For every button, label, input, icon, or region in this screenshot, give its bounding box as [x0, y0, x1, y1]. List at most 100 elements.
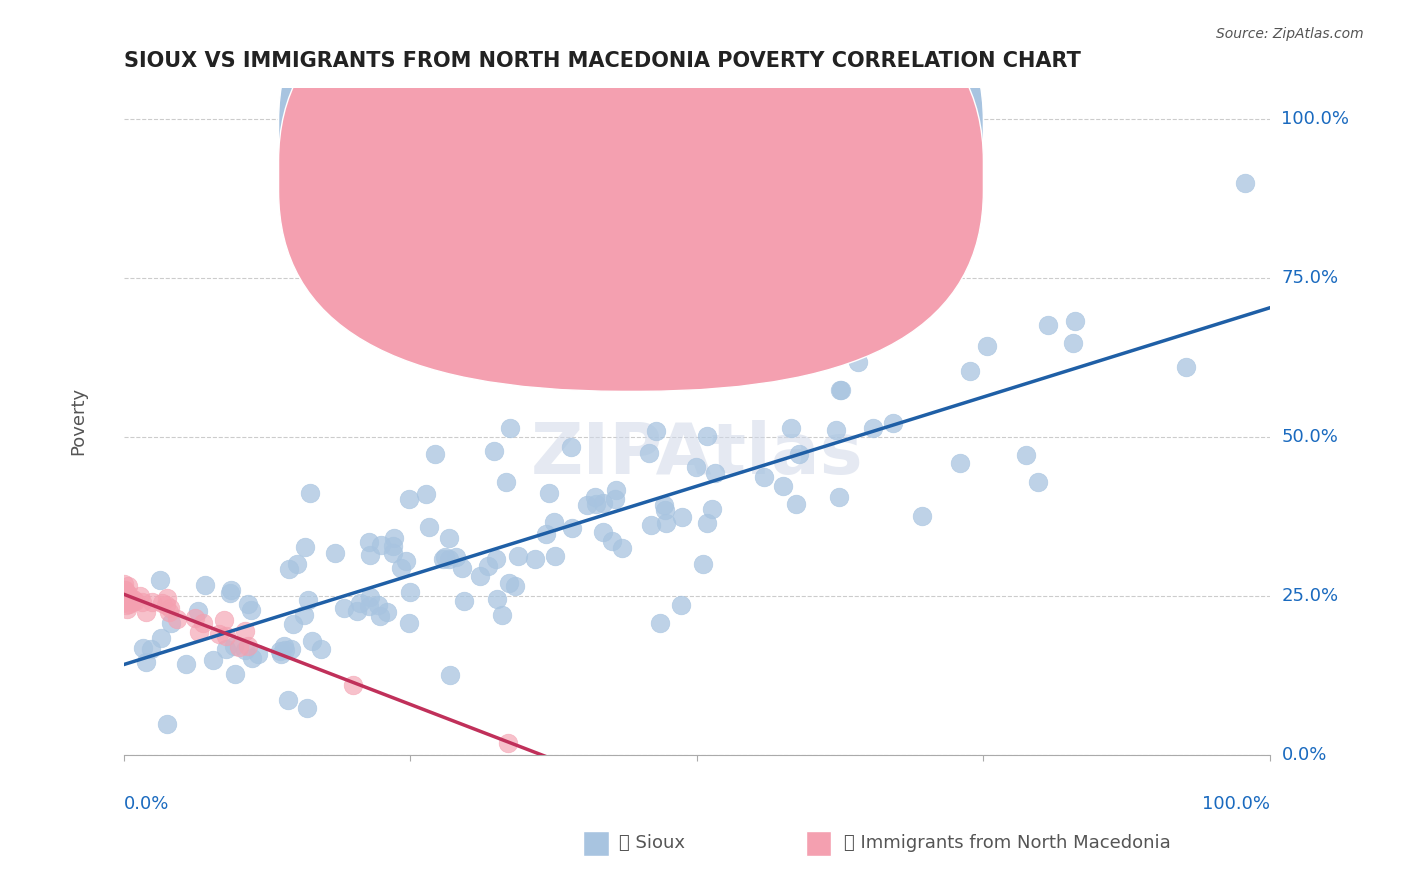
- Point: [444, 550, 467, 565]
- Point: [418, 520, 440, 534]
- Point: [150, 596, 173, 610]
- Point: [201, 653, 224, 667]
- Point: [121, 594, 143, 608]
- Point: [477, 559, 499, 574]
- Point: [174, 657, 197, 671]
- Point: [437, 531, 460, 545]
- Point: [583, 490, 606, 504]
- Point: [669, 599, 692, 613]
- Point: [830, 383, 852, 397]
- FancyBboxPatch shape: [278, 0, 983, 358]
- Point: [382, 545, 405, 559]
- Point: [114, 583, 136, 598]
- Point: [398, 584, 420, 599]
- Point: [233, 624, 256, 639]
- Point: [439, 668, 461, 682]
- Point: [780, 420, 803, 434]
- Point: [785, 497, 807, 511]
- Point: [395, 554, 418, 568]
- Point: [219, 586, 242, 600]
- Text: 25.0%: 25.0%: [1281, 587, 1339, 606]
- Point: [398, 615, 420, 630]
- Point: [605, 492, 627, 507]
- Point: [640, 518, 662, 533]
- Point: [696, 429, 718, 443]
- Point: [301, 634, 323, 648]
- Point: [149, 573, 172, 587]
- Text: 100.0%: 100.0%: [1281, 111, 1350, 128]
- Point: [141, 595, 163, 609]
- Point: [117, 579, 139, 593]
- Text: 75.0%: 75.0%: [1281, 269, 1339, 287]
- Point: [122, 592, 145, 607]
- Point: [592, 495, 614, 509]
- Point: [131, 595, 153, 609]
- Point: [1026, 475, 1049, 489]
- Point: [228, 640, 250, 654]
- Point: [1015, 448, 1038, 462]
- Text: 50.0%: 50.0%: [1281, 428, 1339, 446]
- Point: [470, 568, 492, 582]
- Text: ⬜ Sioux: ⬜ Sioux: [619, 834, 685, 852]
- Point: [212, 613, 235, 627]
- Point: [1175, 359, 1198, 374]
- Point: [186, 604, 208, 618]
- Point: [332, 601, 354, 615]
- Point: [432, 551, 454, 566]
- Point: [703, 466, 725, 480]
- Point: [696, 516, 718, 530]
- Point: [112, 576, 135, 591]
- Point: [346, 604, 368, 618]
- Point: [349, 596, 371, 610]
- Point: [141, 642, 163, 657]
- Point: [485, 551, 508, 566]
- Point: [398, 492, 420, 507]
- Point: [828, 490, 851, 504]
- Point: [240, 603, 263, 617]
- Point: [1233, 176, 1256, 190]
- FancyBboxPatch shape: [278, 0, 983, 392]
- Point: [585, 497, 607, 511]
- Point: [124, 594, 146, 608]
- Bar: [583, 831, 609, 856]
- Point: [367, 599, 389, 613]
- Point: [188, 625, 211, 640]
- Point: [191, 616, 214, 631]
- Point: [848, 355, 870, 369]
- Text: Source: ZipAtlas.com: Source: ZipAtlas.com: [1216, 27, 1364, 41]
- Point: [117, 587, 139, 601]
- Point: [194, 578, 217, 592]
- Point: [270, 647, 292, 661]
- Point: [648, 615, 671, 630]
- Point: [219, 582, 242, 597]
- Point: [273, 640, 295, 654]
- Point: [976, 339, 998, 353]
- Point: [115, 601, 138, 615]
- Point: [862, 421, 884, 435]
- Point: [560, 521, 582, 535]
- Point: [560, 440, 582, 454]
- Point: [381, 539, 404, 553]
- Point: [294, 540, 316, 554]
- Point: [224, 667, 246, 681]
- Point: [451, 560, 474, 574]
- Text: 0.0%: 0.0%: [124, 796, 169, 814]
- Point: [370, 608, 392, 623]
- Point: [752, 470, 775, 484]
- Point: [309, 641, 332, 656]
- Point: [287, 557, 309, 571]
- Point: [453, 594, 475, 608]
- Point: [277, 693, 299, 707]
- Point: [600, 534, 623, 549]
- Point: [575, 498, 598, 512]
- Point: [240, 651, 263, 665]
- Point: [359, 548, 381, 562]
- Point: [949, 456, 972, 470]
- Point: [825, 423, 848, 437]
- Point: [610, 541, 633, 555]
- Point: [1062, 335, 1084, 350]
- Text: ZIPAtlas: ZIPAtlas: [530, 420, 863, 490]
- Point: [297, 593, 319, 607]
- Point: [389, 560, 412, 574]
- Point: [357, 534, 380, 549]
